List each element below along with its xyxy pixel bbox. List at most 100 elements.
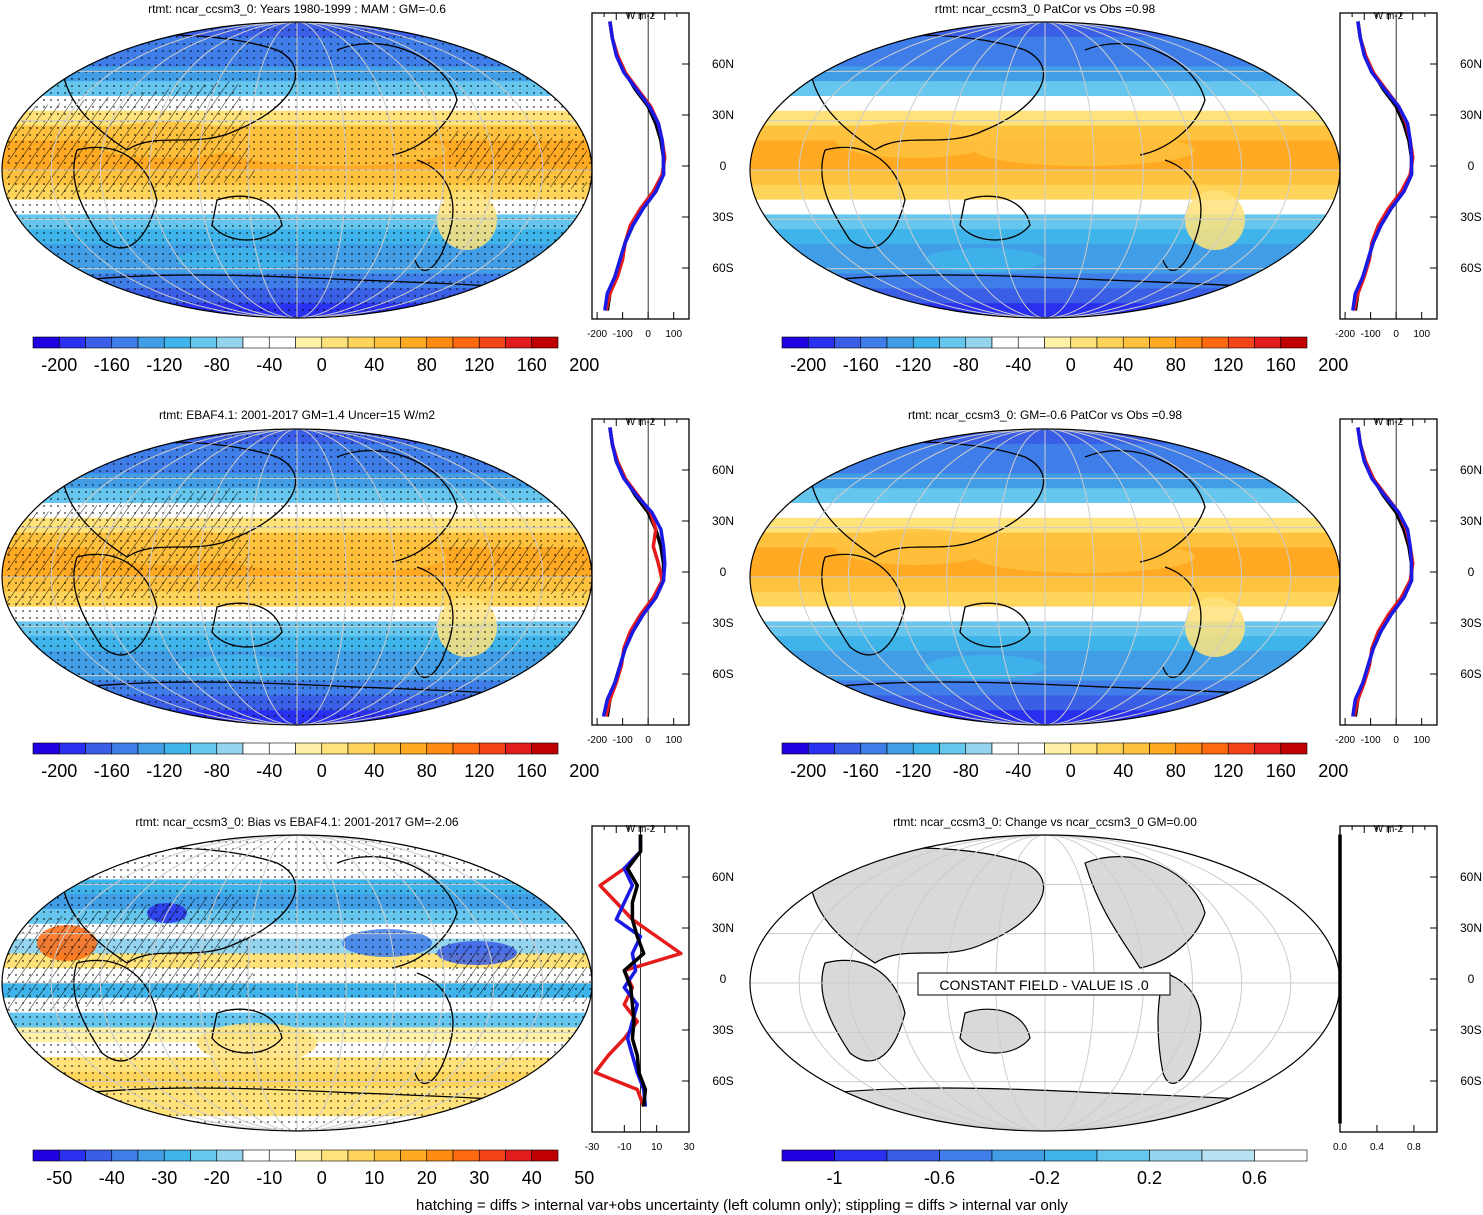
- colorbar-label: -0.2: [1029, 1168, 1060, 1188]
- longitude-line: [1044, 835, 1292, 1131]
- colorbar-swatch: [400, 742, 428, 755]
- longitude-line: [897, 22, 1046, 318]
- zonal-unit-label: W m-2: [1374, 11, 1404, 22]
- colorbar-label: -80: [953, 761, 979, 781]
- colorbar-swatch: [1201, 336, 1229, 349]
- graticule: [2, 429, 592, 725]
- zonal-xtick-label: -200: [587, 329, 607, 340]
- hatching: [447, 130, 587, 190]
- colorbar-swatch: [886, 336, 914, 349]
- colorbar-swatch: [1122, 336, 1150, 349]
- colorbar-label: 80: [417, 761, 437, 781]
- zonal-frame: [1339, 418, 1438, 726]
- colorbar-label: -200: [790, 355, 826, 375]
- longitude-line: [1044, 429, 1292, 725]
- colorbar-label: -40: [1005, 355, 1031, 375]
- colorbar-swatch: [1201, 742, 1229, 755]
- panel-1-title: rtmt: ncar_ccsm3_0: Years 1980-1999 : MA…: [148, 2, 446, 16]
- zonal-series-line: [1351, 21, 1414, 311]
- colorbar-label: -160: [843, 761, 879, 781]
- coastline: [211, 1008, 283, 1054]
- longitude-line: [296, 429, 396, 725]
- coastline: [821, 553, 906, 656]
- colorbar-label: 120: [464, 761, 494, 781]
- longitude-line: [99, 835, 298, 1131]
- land-shape: [821, 959, 906, 1062]
- zonal-ytick-label: 30S: [712, 616, 733, 630]
- colorbar-swatch: [242, 742, 270, 755]
- longitude-line: [149, 22, 298, 318]
- field-blob: [975, 134, 1195, 166]
- colorbar-swatch: [111, 336, 139, 349]
- zonal-series-line: [1353, 427, 1414, 717]
- longitude-line: [149, 835, 298, 1131]
- colorbar-label: -160: [94, 355, 130, 375]
- colorbar-swatch: [781, 742, 809, 755]
- colorbar-label: 0: [1066, 761, 1076, 781]
- zonal-ytick-label: 30N: [1460, 108, 1482, 122]
- colorbar-swatch: [1280, 742, 1308, 755]
- zonal-series-line: [601, 427, 667, 717]
- zonal-xtick-label: -100: [613, 329, 633, 340]
- colorbar-label: 200: [569, 355, 599, 375]
- longitude-line: [149, 429, 298, 725]
- panel-2-zonal-mean: 60N 30N 0 30S 60S -200 -100 0 100 W m-2: [1335, 11, 1482, 340]
- longitude-line: [1044, 22, 1193, 318]
- zonal-series-line: [1352, 21, 1415, 311]
- longitude-line: [847, 22, 1046, 318]
- colorbar-swatch: [347, 742, 375, 755]
- colorbar-swatch: [1070, 336, 1098, 349]
- colorbar-swatch: [1227, 336, 1255, 349]
- zonal-ytick-label: 30S: [712, 1023, 733, 1037]
- colorbar-swatch: [347, 336, 375, 349]
- longitude-line: [296, 429, 544, 725]
- longitude-line: [897, 835, 1046, 1131]
- colorbar-swatch: [1254, 742, 1282, 755]
- colorbar-swatch: [321, 1149, 349, 1162]
- colorbar-swatch: [1280, 336, 1308, 349]
- colorbar-label: -10: [256, 1168, 282, 1188]
- longitude-line: [946, 429, 1046, 725]
- colorbar-label: 30: [469, 1168, 489, 1188]
- zonal-xtick-label: 0: [1393, 329, 1399, 340]
- longitude-line: [296, 429, 347, 725]
- colorbar-swatch: [1070, 742, 1098, 755]
- colorbar-swatch: [1175, 336, 1203, 349]
- colorbar-swatch: [1096, 336, 1124, 349]
- longitude-line: [296, 22, 396, 318]
- colorbar-swatch: [1096, 742, 1124, 755]
- zonal-xtick-label: 0: [645, 735, 651, 746]
- panel-4-title: rtmt: ncar_ccsm3_0: GM=-0.6 PatCor vs Ob…: [908, 408, 1182, 422]
- colorbar-swatch: [190, 336, 218, 349]
- longitude-line: [50, 429, 298, 725]
- colorbar-label: 40: [364, 761, 384, 781]
- zonal-ytick-label: 60N: [712, 57, 734, 71]
- colorbar-label: 160: [517, 355, 547, 375]
- field-blob: [1185, 190, 1245, 250]
- panel-3-zonal-mean: 60N 30N 0 30S 60S -200 -100 0 100 W m-2: [587, 417, 734, 746]
- colorbar-label: -80: [953, 355, 979, 375]
- graticule: [2, 22, 592, 318]
- colorbar-swatch: [1044, 336, 1072, 349]
- longitude-line: [847, 429, 1046, 725]
- colorbar-swatch: [991, 742, 1019, 755]
- longitude-line: [897, 429, 1046, 725]
- panel-3-map: [1, 428, 593, 726]
- panel-2: rtmt: ncar_ccsm3_0 PatCor vs Obs =0.98 -…: [749, 2, 1482, 375]
- zonal-series-line: [605, 21, 666, 311]
- colorbar-swatch: [912, 336, 940, 349]
- graticule: [750, 429, 1340, 725]
- zonal-series-line: [604, 427, 664, 717]
- zonal-ytick-label: 60S: [712, 1074, 733, 1088]
- colorbar-swatch: [1017, 742, 1045, 755]
- colorbar-swatch: [242, 336, 270, 349]
- panel-2-map: [749, 21, 1341, 319]
- coastline: [809, 34, 1045, 151]
- colorbar-label: -40: [256, 761, 282, 781]
- coastline: [414, 159, 454, 272]
- colorbar-swatch: [426, 1149, 454, 1162]
- zonal-xtick-label: 0.4: [1370, 1142, 1384, 1153]
- zonal-xtick-label: 10: [651, 1142, 663, 1153]
- colorbar-swatch: [505, 742, 533, 755]
- colorbar-swatch: [295, 336, 323, 349]
